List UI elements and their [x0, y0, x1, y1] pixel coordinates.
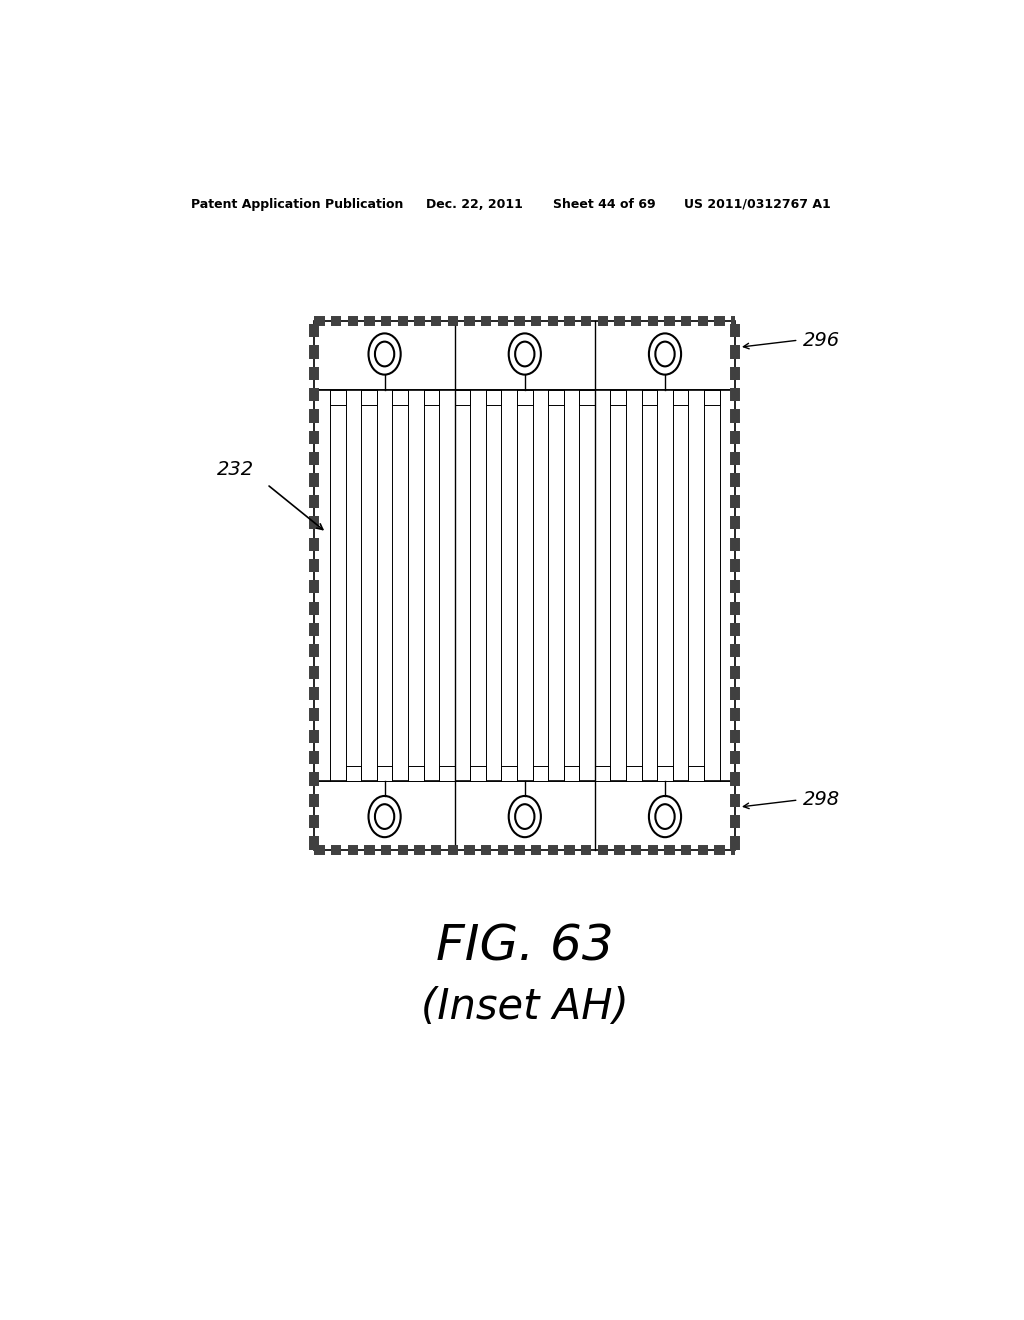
Bar [314, 321, 735, 850]
Bar [485, 389, 502, 405]
Bar [392, 389, 408, 405]
Bar [314, 321, 735, 389]
Circle shape [375, 804, 394, 829]
Bar [626, 766, 642, 781]
Bar [532, 766, 548, 781]
Bar [314, 781, 735, 850]
Bar [580, 389, 595, 405]
Circle shape [649, 796, 681, 837]
Bar [548, 389, 564, 405]
Circle shape [509, 796, 541, 837]
Text: Sheet 44 of 69: Sheet 44 of 69 [553, 198, 655, 211]
Bar [564, 766, 580, 781]
Bar [517, 389, 532, 405]
Bar [703, 389, 720, 405]
Text: US 2011/0312767 A1: US 2011/0312767 A1 [684, 198, 830, 211]
Bar [470, 766, 485, 781]
Text: Dec. 22, 2011: Dec. 22, 2011 [426, 198, 522, 211]
Circle shape [375, 342, 394, 367]
Circle shape [509, 334, 541, 375]
Bar [346, 766, 361, 781]
Bar [408, 766, 424, 781]
Bar [657, 766, 673, 781]
Circle shape [369, 334, 400, 375]
Bar [361, 389, 377, 405]
Circle shape [515, 804, 535, 829]
Text: Patent Application Publication: Patent Application Publication [191, 198, 403, 211]
Bar [330, 389, 346, 405]
Circle shape [649, 334, 681, 375]
Bar [642, 389, 657, 405]
Bar [314, 389, 735, 781]
Circle shape [369, 796, 400, 837]
Bar [455, 389, 470, 405]
Circle shape [655, 342, 675, 367]
Text: 296: 296 [803, 330, 840, 350]
Bar [688, 766, 703, 781]
Bar [502, 766, 517, 781]
Text: (Inset AH): (Inset AH) [421, 986, 629, 1028]
Circle shape [515, 342, 535, 367]
Text: 232: 232 [216, 459, 254, 479]
Bar [610, 389, 626, 405]
Bar [424, 389, 439, 405]
Bar [439, 766, 455, 781]
Text: 298: 298 [803, 791, 840, 809]
Bar [673, 389, 688, 405]
Circle shape [655, 804, 675, 829]
Text: FIG. 63: FIG. 63 [436, 923, 613, 970]
Bar [377, 766, 392, 781]
Bar [595, 766, 610, 781]
